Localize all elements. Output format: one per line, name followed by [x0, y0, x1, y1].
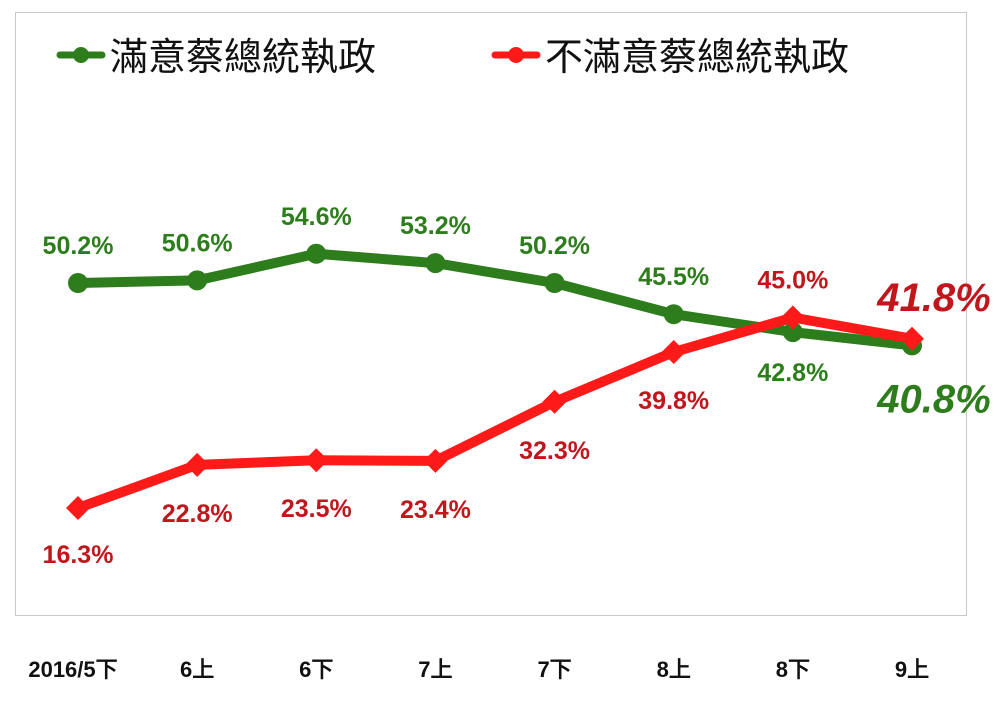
series-0-point-1 [187, 270, 208, 291]
series-lines [73, 248, 917, 513]
data-label-series-1-4: 32.3% [519, 437, 590, 465]
data-label-series-1-2: 23.5% [281, 495, 352, 523]
data-label-series-1-6: 45.0% [757, 267, 828, 295]
x-tick-5: 8上 [657, 657, 691, 682]
series-1-point-3 [423, 448, 448, 473]
data-label-series-1-1: 22.8% [162, 500, 233, 528]
x-tick-2: 6下 [299, 657, 333, 682]
x-tick-6: 8下 [776, 657, 810, 682]
data-label-series-0-1: 50.6% [162, 229, 233, 257]
legend-swatch-marker-1 [508, 47, 524, 63]
series-0-point-6 [782, 322, 803, 343]
legend-label-0: 滿意蔡總統執政 [110, 35, 376, 79]
series-1-point-6 [780, 305, 805, 330]
data-label-series-1-3: 23.4% [400, 496, 471, 524]
x-tick-0: 2016/5下 [28, 657, 117, 682]
series-1-point-5 [661, 340, 686, 365]
series-0-point-5 [663, 304, 684, 325]
data-label-series-0-7: 40.8% [876, 377, 990, 421]
series-1-point-1 [185, 452, 210, 477]
series-0-point-4 [544, 273, 565, 293]
series-1-point-4 [542, 389, 567, 414]
data-label-series-1-7: 41.8% [876, 276, 990, 320]
data-label-series-0-5: 45.5% [638, 263, 709, 291]
series-1-point-7 [900, 326, 924, 351]
x-tick-1: 6上 [180, 657, 214, 682]
chart-frame [15, 12, 967, 616]
series-0-point-0 [68, 273, 88, 293]
legend-swatch-marker-0 [73, 47, 89, 63]
legend-label-1: 不滿意蔡總統執政 [545, 35, 849, 79]
series-line-0 [73, 248, 917, 351]
series-points [66, 243, 924, 520]
x-tick-7: 9上 [895, 657, 929, 682]
data-label-series-1-0: 16.3% [43, 541, 114, 569]
legend: 滿意蔡總統執政 不滿意蔡總統執政 [56, 35, 849, 79]
series-1-point-0 [66, 496, 90, 520]
data-label-series-0-3: 53.2% [400, 212, 471, 240]
x-tick-4: 7下 [537, 657, 571, 682]
data-label-series-0-6: 42.8% [757, 359, 828, 387]
data-label-series-0-4: 50.2% [519, 232, 590, 260]
series-0-point-2 [306, 243, 327, 264]
x-tick-3: 7上 [418, 657, 452, 682]
series-0-point-3 [425, 253, 446, 274]
series-1-point-2 [304, 448, 329, 473]
data-labels: 50.2% 50.6% 54.6% 53.2% 50.2% 45.5% 42.8% 40.8%… [43, 203, 991, 569]
data-label-series-0-2: 54.6% [281, 203, 352, 231]
x-axis-ticks: 2016/5下 6上 6下 7上 7下 8上 8下 9上 [28, 657, 929, 682]
series-line-1 [73, 312, 917, 513]
data-label-series-0-0: 50.2% [43, 232, 114, 260]
data-label-series-1-5: 39.8% [638, 387, 709, 415]
